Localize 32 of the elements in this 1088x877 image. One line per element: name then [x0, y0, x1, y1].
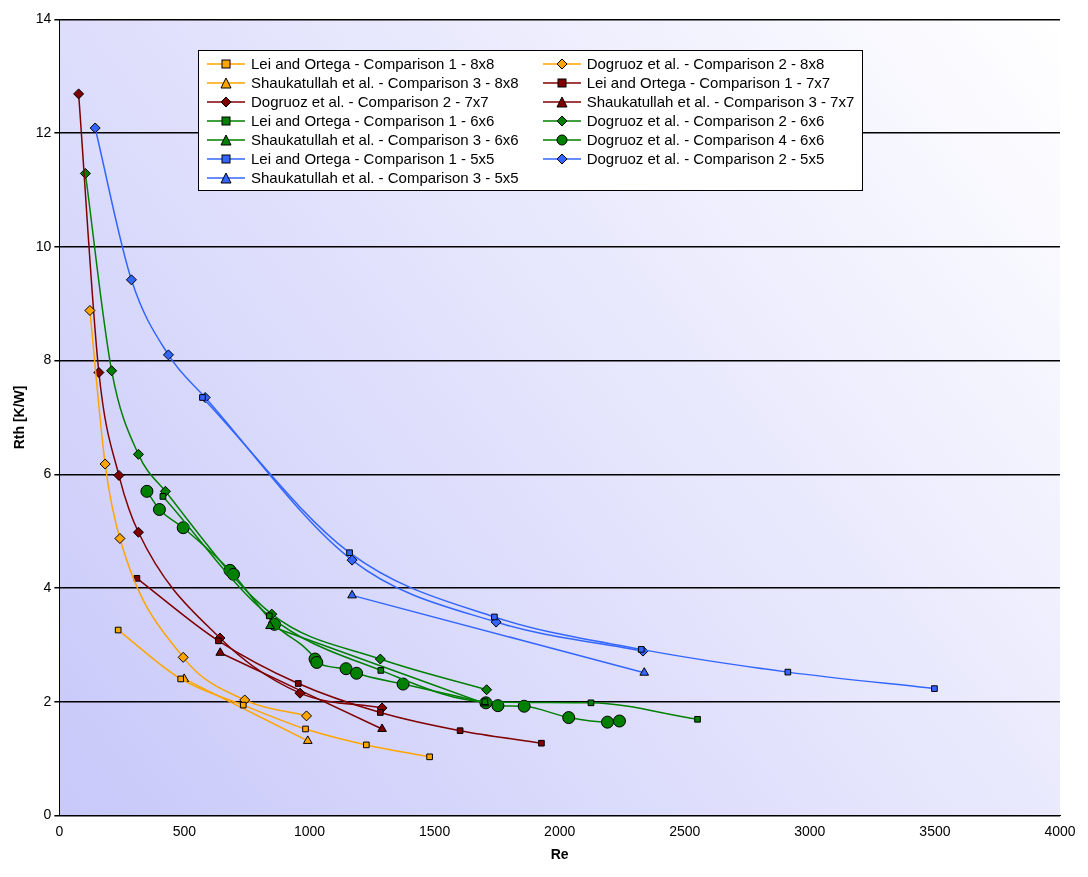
legend-label: Lei and Ortega - Comparison 1 - 5x5: [251, 150, 495, 167]
legend-label: Shaukatullah et al. - Comparison 3 - 8x8: [251, 74, 519, 91]
legend-label: Shaukatullah et al. - Comparison 3 - 6x6: [251, 131, 519, 148]
legend-label: Dogruoz et al. - Comparison 4 - 6x6: [586, 131, 825, 148]
y-tick-label: 4: [43, 578, 52, 595]
legend-label: Lei and Ortega - Comparison 1 - 6x6: [251, 112, 495, 129]
y-tick-label: 10: [35, 237, 52, 254]
legend-label: Lei and Ortega - Comparison 1 - 7x7: [586, 74, 831, 91]
x-tick-label: 2000: [544, 822, 576, 839]
y-tick-label: 14: [35, 10, 52, 27]
x-tick-label: 2500: [669, 822, 701, 839]
y-tick-label: 0: [43, 806, 52, 823]
y-tick-label: 2: [43, 692, 52, 709]
y-tick-label: 8: [43, 351, 52, 368]
legend-label: Dogruoz et al. - Comparison 2 - 8x8: [586, 55, 825, 72]
legend-label: Dogruoz et al. - Comparison 2 - 5x5: [586, 150, 825, 167]
y-tick-label: 12: [35, 123, 52, 140]
x-tick-label: 3000: [794, 822, 826, 839]
x-tick-label: 0: [55, 822, 64, 839]
legend-label: Dogruoz et al. - Comparison 2 - 6x6: [586, 112, 825, 129]
legend-label: Shaukatullah et al. - Comparison 3 - 7x7: [586, 93, 855, 110]
x-tick-label: 3500: [919, 822, 951, 839]
x-tick-label: 4000: [1044, 822, 1076, 839]
y-axis-title: Rth [K/W]: [11, 385, 28, 450]
x-axis-title: Re: [550, 846, 569, 863]
legend-label: Lei and Ortega - Comparison 1 - 8x8: [251, 55, 495, 72]
y-tick-label: 6: [43, 465, 52, 482]
x-tick-label: 1000: [293, 822, 326, 839]
legend-label: Dogruoz et al. - Comparison 2 - 7x7: [251, 93, 489, 110]
x-tick-label: 500: [172, 822, 197, 839]
x-tick-label: 1500: [419, 822, 451, 839]
legend-label: Shaukatullah et al. - Comparison 3 - 5x5: [251, 169, 519, 186]
